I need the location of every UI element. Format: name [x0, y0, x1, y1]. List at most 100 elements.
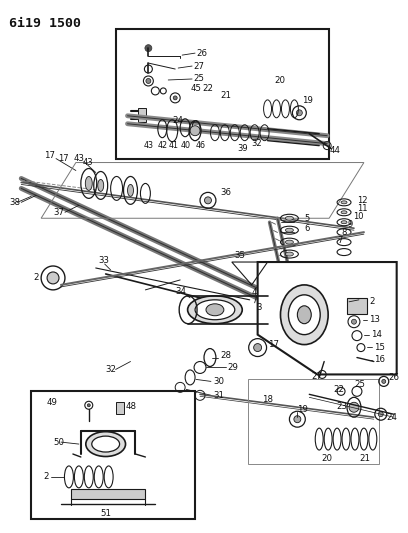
Text: 49: 49 — [46, 398, 57, 407]
Text: 21: 21 — [220, 91, 231, 100]
Ellipse shape — [98, 180, 104, 191]
Circle shape — [173, 96, 177, 100]
Polygon shape — [257, 262, 397, 375]
Circle shape — [204, 197, 211, 204]
Ellipse shape — [341, 211, 347, 214]
Text: 4: 4 — [252, 288, 257, 297]
Text: 8: 8 — [341, 228, 346, 237]
Ellipse shape — [85, 176, 92, 190]
Text: 2: 2 — [33, 273, 39, 282]
Text: 9: 9 — [347, 220, 352, 229]
Text: 17: 17 — [268, 340, 279, 349]
Text: 32: 32 — [252, 139, 262, 148]
Bar — [138, 108, 146, 122]
Text: 39: 39 — [238, 144, 248, 153]
Circle shape — [294, 416, 301, 423]
Text: 15: 15 — [374, 343, 385, 352]
Text: 6i19 1500: 6i19 1500 — [9, 17, 81, 30]
Text: 17: 17 — [44, 151, 55, 160]
Text: 17: 17 — [58, 154, 69, 163]
Text: 21: 21 — [359, 455, 370, 464]
Text: 36: 36 — [220, 188, 231, 197]
Circle shape — [146, 78, 151, 84]
Text: 30: 30 — [213, 377, 224, 386]
Text: 32: 32 — [106, 365, 117, 374]
Circle shape — [351, 319, 357, 324]
Ellipse shape — [195, 300, 235, 320]
Text: 25: 25 — [193, 75, 204, 84]
Circle shape — [378, 411, 383, 417]
Text: 43: 43 — [83, 158, 93, 167]
Ellipse shape — [188, 296, 242, 324]
Text: 51: 51 — [100, 509, 111, 518]
Bar — [115, 402, 124, 414]
Circle shape — [254, 344, 262, 352]
Text: 20: 20 — [321, 455, 332, 464]
Ellipse shape — [286, 228, 293, 232]
Text: 42: 42 — [157, 141, 167, 150]
Text: 27: 27 — [311, 372, 322, 381]
Text: 46: 46 — [196, 141, 206, 150]
Ellipse shape — [341, 201, 347, 204]
Text: 24: 24 — [172, 116, 183, 125]
Text: 14: 14 — [371, 330, 382, 339]
Text: 10: 10 — [353, 212, 364, 221]
Circle shape — [87, 404, 90, 407]
Text: 11: 11 — [357, 204, 368, 213]
Text: 29: 29 — [228, 363, 239, 372]
Text: 35: 35 — [235, 251, 246, 260]
Text: 43: 43 — [144, 141, 153, 150]
Ellipse shape — [286, 216, 293, 220]
Ellipse shape — [341, 221, 347, 224]
Text: 19: 19 — [297, 405, 308, 414]
Text: 19: 19 — [302, 96, 313, 106]
Text: 26: 26 — [196, 49, 207, 58]
Ellipse shape — [86, 432, 126, 456]
Text: 41: 41 — [168, 141, 178, 150]
Text: 50: 50 — [53, 438, 64, 447]
Text: 43: 43 — [74, 154, 85, 163]
Text: 33: 33 — [99, 255, 110, 264]
Bar — [71, 489, 145, 499]
Text: 25: 25 — [354, 380, 365, 389]
Bar — [31, 391, 195, 519]
Bar — [115, 29, 329, 158]
Text: 26: 26 — [389, 373, 400, 382]
Ellipse shape — [92, 436, 120, 452]
Ellipse shape — [297, 306, 311, 324]
Bar — [347, 298, 367, 314]
Text: 12: 12 — [357, 196, 368, 205]
Text: 3: 3 — [257, 303, 262, 312]
Text: 7: 7 — [337, 236, 342, 245]
Circle shape — [190, 126, 200, 136]
Ellipse shape — [206, 304, 224, 316]
Circle shape — [145, 45, 152, 52]
Text: 48: 48 — [126, 402, 137, 411]
Ellipse shape — [128, 184, 133, 196]
Text: 34: 34 — [175, 287, 186, 296]
Text: 13: 13 — [369, 315, 380, 324]
Text: 18: 18 — [262, 395, 273, 404]
Ellipse shape — [286, 240, 293, 244]
Text: 16: 16 — [374, 355, 385, 364]
Text: 5: 5 — [304, 214, 310, 223]
Text: 45: 45 — [190, 84, 201, 93]
Text: 28: 28 — [220, 351, 231, 360]
Text: 27: 27 — [193, 61, 204, 70]
Text: 22: 22 — [202, 84, 213, 93]
Text: 2: 2 — [44, 472, 49, 481]
Text: 6: 6 — [304, 224, 310, 233]
Circle shape — [382, 379, 386, 383]
Text: 2: 2 — [369, 297, 375, 306]
Text: 31: 31 — [213, 391, 224, 400]
Text: 44: 44 — [329, 146, 340, 155]
Ellipse shape — [288, 295, 320, 335]
Text: 37: 37 — [53, 208, 64, 217]
Text: 20: 20 — [275, 76, 286, 85]
Ellipse shape — [280, 285, 328, 345]
Circle shape — [349, 402, 359, 412]
Text: 38: 38 — [9, 198, 20, 207]
Ellipse shape — [286, 252, 293, 256]
Circle shape — [47, 272, 59, 284]
Text: 40: 40 — [180, 141, 190, 150]
